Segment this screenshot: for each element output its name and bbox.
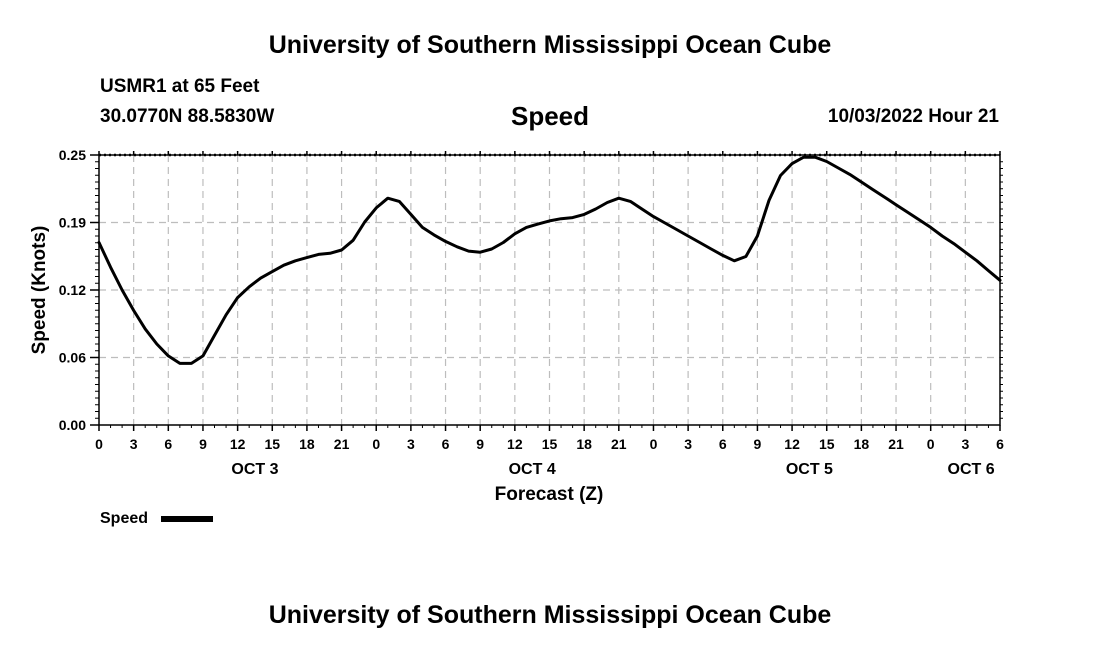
x-tick-label: 15 (264, 436, 280, 452)
legend-label: Speed (100, 510, 149, 527)
x-tick-label: 6 (719, 436, 727, 452)
page-title: University of Southern Mississippi Ocean… (268, 31, 832, 59)
location-label: 30.0770N 88.5830W (100, 106, 275, 127)
x-tick-label: 3 (130, 436, 138, 452)
x-tick-label: 3 (407, 436, 415, 452)
x-tick-label: 12 (784, 436, 800, 452)
legend-line-swatch (161, 516, 213, 522)
datetime-label: 10/03/2022 Hour 21 (827, 106, 999, 127)
x-tick-label: 3 (961, 436, 969, 452)
x-tick-label: 12 (230, 436, 246, 452)
x-tick-label: 15 (542, 436, 558, 452)
x-tick-label: 21 (888, 436, 904, 452)
x-tick-label: 15 (819, 436, 835, 452)
x-tick-label: 18 (576, 436, 592, 452)
series-line-speed (97, 155, 1002, 365)
day-label: OCT 4 (509, 461, 556, 478)
grid-lines (99, 155, 1000, 425)
station-label: USMR1 at 65 Feet (100, 76, 260, 97)
x-tick-label: 0 (95, 436, 103, 452)
y-tick-label: 0.06 (59, 350, 86, 366)
x-tick-label: 3 (684, 436, 692, 452)
day-label: OCT 5 (786, 461, 833, 478)
x-tick-label: 18 (299, 436, 315, 452)
y-tick-label: 0.25 (59, 147, 86, 163)
x-tick-label: 0 (650, 436, 658, 452)
y-tick-label: 0.00 (59, 417, 86, 433)
x-tick-label: 12 (507, 436, 523, 452)
series-layer (97, 155, 1002, 365)
x-tick-label: 0 (927, 436, 935, 452)
x-tick-label: 0 (372, 436, 380, 452)
x-tick-label: 9 (476, 436, 484, 452)
x-tick-label: 18 (854, 436, 870, 452)
x-tick-label: 21 (611, 436, 627, 452)
axis-ticks (90, 151, 1003, 431)
x-tick-label: 9 (199, 436, 207, 452)
x-tick-label: 6 (996, 436, 1004, 452)
x-tick-label: 6 (164, 436, 172, 452)
x-tick-label: 21 (334, 436, 350, 452)
y-axis-label: Speed (Knots) (29, 226, 50, 355)
day-label: OCT 6 (948, 461, 995, 478)
y-tick-label: 0.12 (59, 282, 86, 298)
plot-frame (98, 154, 1001, 426)
x-tick-label: 9 (754, 436, 762, 452)
x-axis-label: Forecast (Z) (495, 484, 604, 505)
day-label: OCT 3 (231, 461, 278, 478)
variable-title: Speed (510, 101, 590, 131)
x-tick-label: 6 (442, 436, 450, 452)
y-tick-label: 0.19 (59, 215, 86, 231)
footer-title: University of Southern Mississippi Ocean… (268, 601, 832, 629)
tick-labels: 0.00 0.06 0.12 0.19 0.25 0 3 6 9 12 15 18 21 0 3 6 9 12 15… (59, 147, 1004, 478)
